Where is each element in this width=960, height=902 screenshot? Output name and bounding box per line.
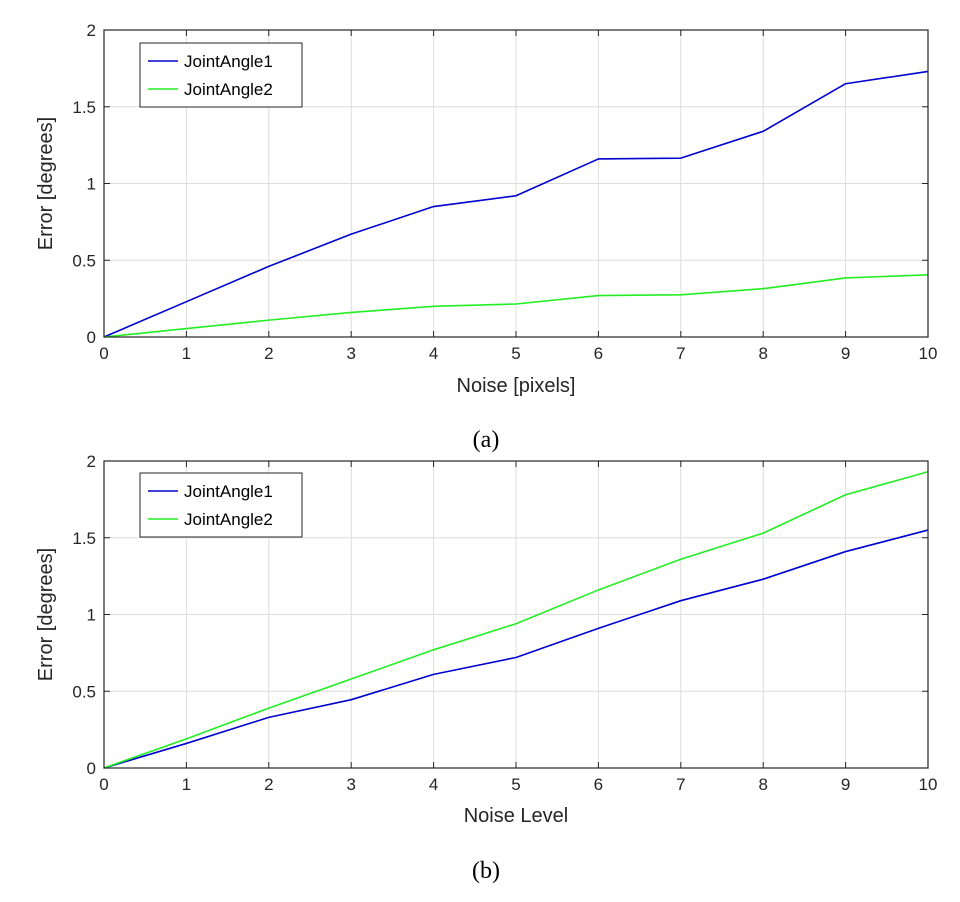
y-tick-label: 1.5: [72, 529, 96, 548]
legend-box: [139, 42, 303, 108]
x-tick-label: 7: [676, 344, 685, 363]
chart-panel-0: 0 1 2 3 4 5 6 7 8 9 10 0 0.5 1 1.5 2 Noise [pixels] Error…: [35, 21, 937, 453]
series-line-jointangle2: [103, 274, 929, 338]
x-tick-label: 8: [758, 775, 767, 794]
x-axis-label: Noise Level: [464, 805, 569, 827]
x-tick-label: 0: [99, 775, 108, 794]
y-tick-label: 0: [87, 328, 96, 347]
x-tick-label: 6: [594, 775, 603, 794]
legend: JointAngle1 JointAngle2: [139, 42, 303, 108]
x-tick-label: 4: [429, 344, 438, 363]
legend: JointAngle1 JointAngle2: [139, 472, 303, 538]
legend-label-jointangle1: JointAngle1: [184, 52, 273, 71]
legend-box: [139, 472, 303, 538]
x-tick-label: 10: [919, 775, 938, 794]
x-tick-label: 5: [511, 344, 520, 363]
x-tick-label: 7: [676, 775, 685, 794]
y-tick-label: 2: [87, 21, 96, 40]
panel-caption: (a): [473, 427, 500, 453]
legend-label-jointangle1: JointAngle1: [184, 482, 273, 501]
y-tick-label: 1.5: [72, 98, 96, 117]
x-tick-label: 0: [99, 344, 108, 363]
x-tick-label: 1: [182, 775, 191, 794]
x-tick-label: 9: [841, 344, 850, 363]
y-tick-label: 1: [87, 606, 96, 625]
y-tick-label: 0.5: [72, 682, 96, 701]
x-tick-label: 6: [594, 344, 603, 363]
x-tick-label: 2: [264, 344, 273, 363]
x-tick-label: 9: [841, 775, 850, 794]
x-tick-label: 2: [264, 775, 273, 794]
series-line-jointangle2: [103, 470, 929, 769]
x-axis-label: Noise [pixels]: [457, 375, 576, 397]
x-tick-label: 4: [429, 775, 438, 794]
y-tick-label: 0.5: [72, 251, 96, 270]
legend-label-jointangle2: JointAngle2: [184, 80, 273, 99]
panel-caption: (b): [472, 858, 500, 884]
chart-panel-1: 0 1 2 3 4 5 6 7 8 9 10 0 0.5 1 1.5 2 Noise Level Error [d…: [35, 452, 937, 884]
y-tick-label: 0: [87, 759, 96, 778]
series-line-jointangle1: [103, 70, 929, 338]
x-tick-label: 3: [346, 344, 355, 363]
legend-label-jointangle2: JointAngle2: [184, 510, 273, 529]
y-tick-label: 2: [87, 452, 96, 471]
x-tick-label: 10: [919, 344, 938, 363]
y-axis-label: Error [degrees]: [35, 548, 57, 681]
x-tick-label: 1: [182, 344, 191, 363]
x-tick-label: 3: [346, 775, 355, 794]
y-axis-label: Error [degrees]: [35, 117, 57, 250]
x-tick-label: 5: [511, 775, 520, 794]
y-tick-label: 1: [87, 175, 96, 194]
x-tick-label: 8: [758, 344, 767, 363]
series-line-jointangle1: [103, 529, 929, 769]
